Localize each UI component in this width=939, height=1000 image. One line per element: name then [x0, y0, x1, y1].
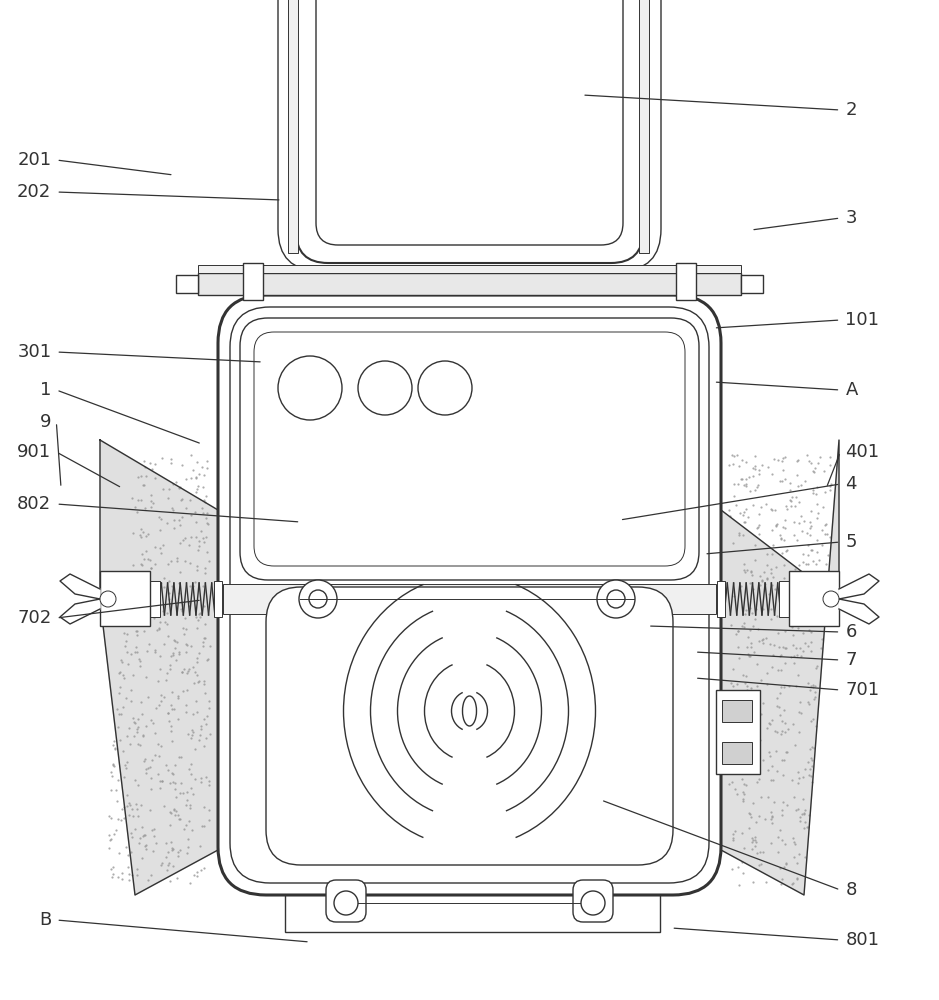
Bar — [223, 584, 716, 614]
Text: 7: 7 — [845, 651, 857, 669]
Polygon shape — [839, 599, 879, 624]
Polygon shape — [60, 574, 100, 599]
Text: 901: 901 — [17, 443, 52, 461]
Text: 202: 202 — [17, 183, 52, 201]
Text: 802: 802 — [17, 495, 52, 513]
Text: 1: 1 — [40, 381, 52, 399]
Text: 301: 301 — [17, 343, 52, 361]
Polygon shape — [60, 599, 100, 624]
Text: 4: 4 — [845, 475, 857, 493]
Bar — [176, 275, 198, 293]
Circle shape — [309, 590, 327, 608]
Circle shape — [823, 591, 839, 607]
Bar — [779, 581, 789, 617]
FancyBboxPatch shape — [573, 880, 613, 922]
FancyBboxPatch shape — [316, 0, 623, 245]
Circle shape — [278, 356, 342, 420]
Bar — [198, 265, 741, 273]
Text: 701: 701 — [845, 681, 880, 699]
Circle shape — [334, 891, 358, 915]
FancyBboxPatch shape — [218, 295, 721, 895]
Circle shape — [581, 891, 605, 915]
Bar — [717, 581, 725, 617]
Text: 5: 5 — [845, 533, 857, 551]
Text: 9: 9 — [39, 413, 52, 431]
Circle shape — [607, 590, 625, 608]
Bar — [285, 894, 660, 932]
FancyBboxPatch shape — [278, 0, 661, 271]
Text: 101: 101 — [845, 311, 880, 329]
Polygon shape — [839, 574, 879, 599]
FancyBboxPatch shape — [266, 587, 673, 865]
Text: 8: 8 — [845, 881, 856, 899]
Polygon shape — [100, 440, 218, 895]
Bar — [214, 581, 222, 617]
Bar — [243, 263, 263, 300]
Bar — [100, 571, 150, 626]
Text: 6: 6 — [845, 623, 856, 641]
Text: 2: 2 — [845, 101, 857, 119]
Polygon shape — [721, 440, 839, 895]
Text: 702: 702 — [17, 609, 52, 627]
Text: A: A — [845, 381, 858, 399]
Circle shape — [358, 361, 412, 415]
Bar — [198, 273, 741, 295]
Bar — [150, 581, 160, 617]
Text: B: B — [39, 911, 52, 929]
FancyBboxPatch shape — [326, 880, 366, 922]
Bar — [722, 700, 752, 722]
Bar — [722, 742, 752, 764]
Circle shape — [597, 580, 635, 618]
Circle shape — [299, 580, 337, 618]
Bar — [789, 571, 839, 626]
Bar — [639, 0, 649, 253]
Bar — [741, 275, 763, 293]
Bar — [716, 690, 760, 774]
Circle shape — [100, 591, 116, 607]
Text: 801: 801 — [845, 931, 880, 949]
Bar — [288, 0, 298, 253]
Text: 401: 401 — [845, 443, 880, 461]
Text: 201: 201 — [17, 151, 52, 169]
Text: 3: 3 — [845, 209, 857, 227]
Circle shape — [418, 361, 472, 415]
FancyBboxPatch shape — [296, 0, 643, 263]
FancyBboxPatch shape — [240, 318, 699, 580]
Bar — [676, 263, 696, 300]
